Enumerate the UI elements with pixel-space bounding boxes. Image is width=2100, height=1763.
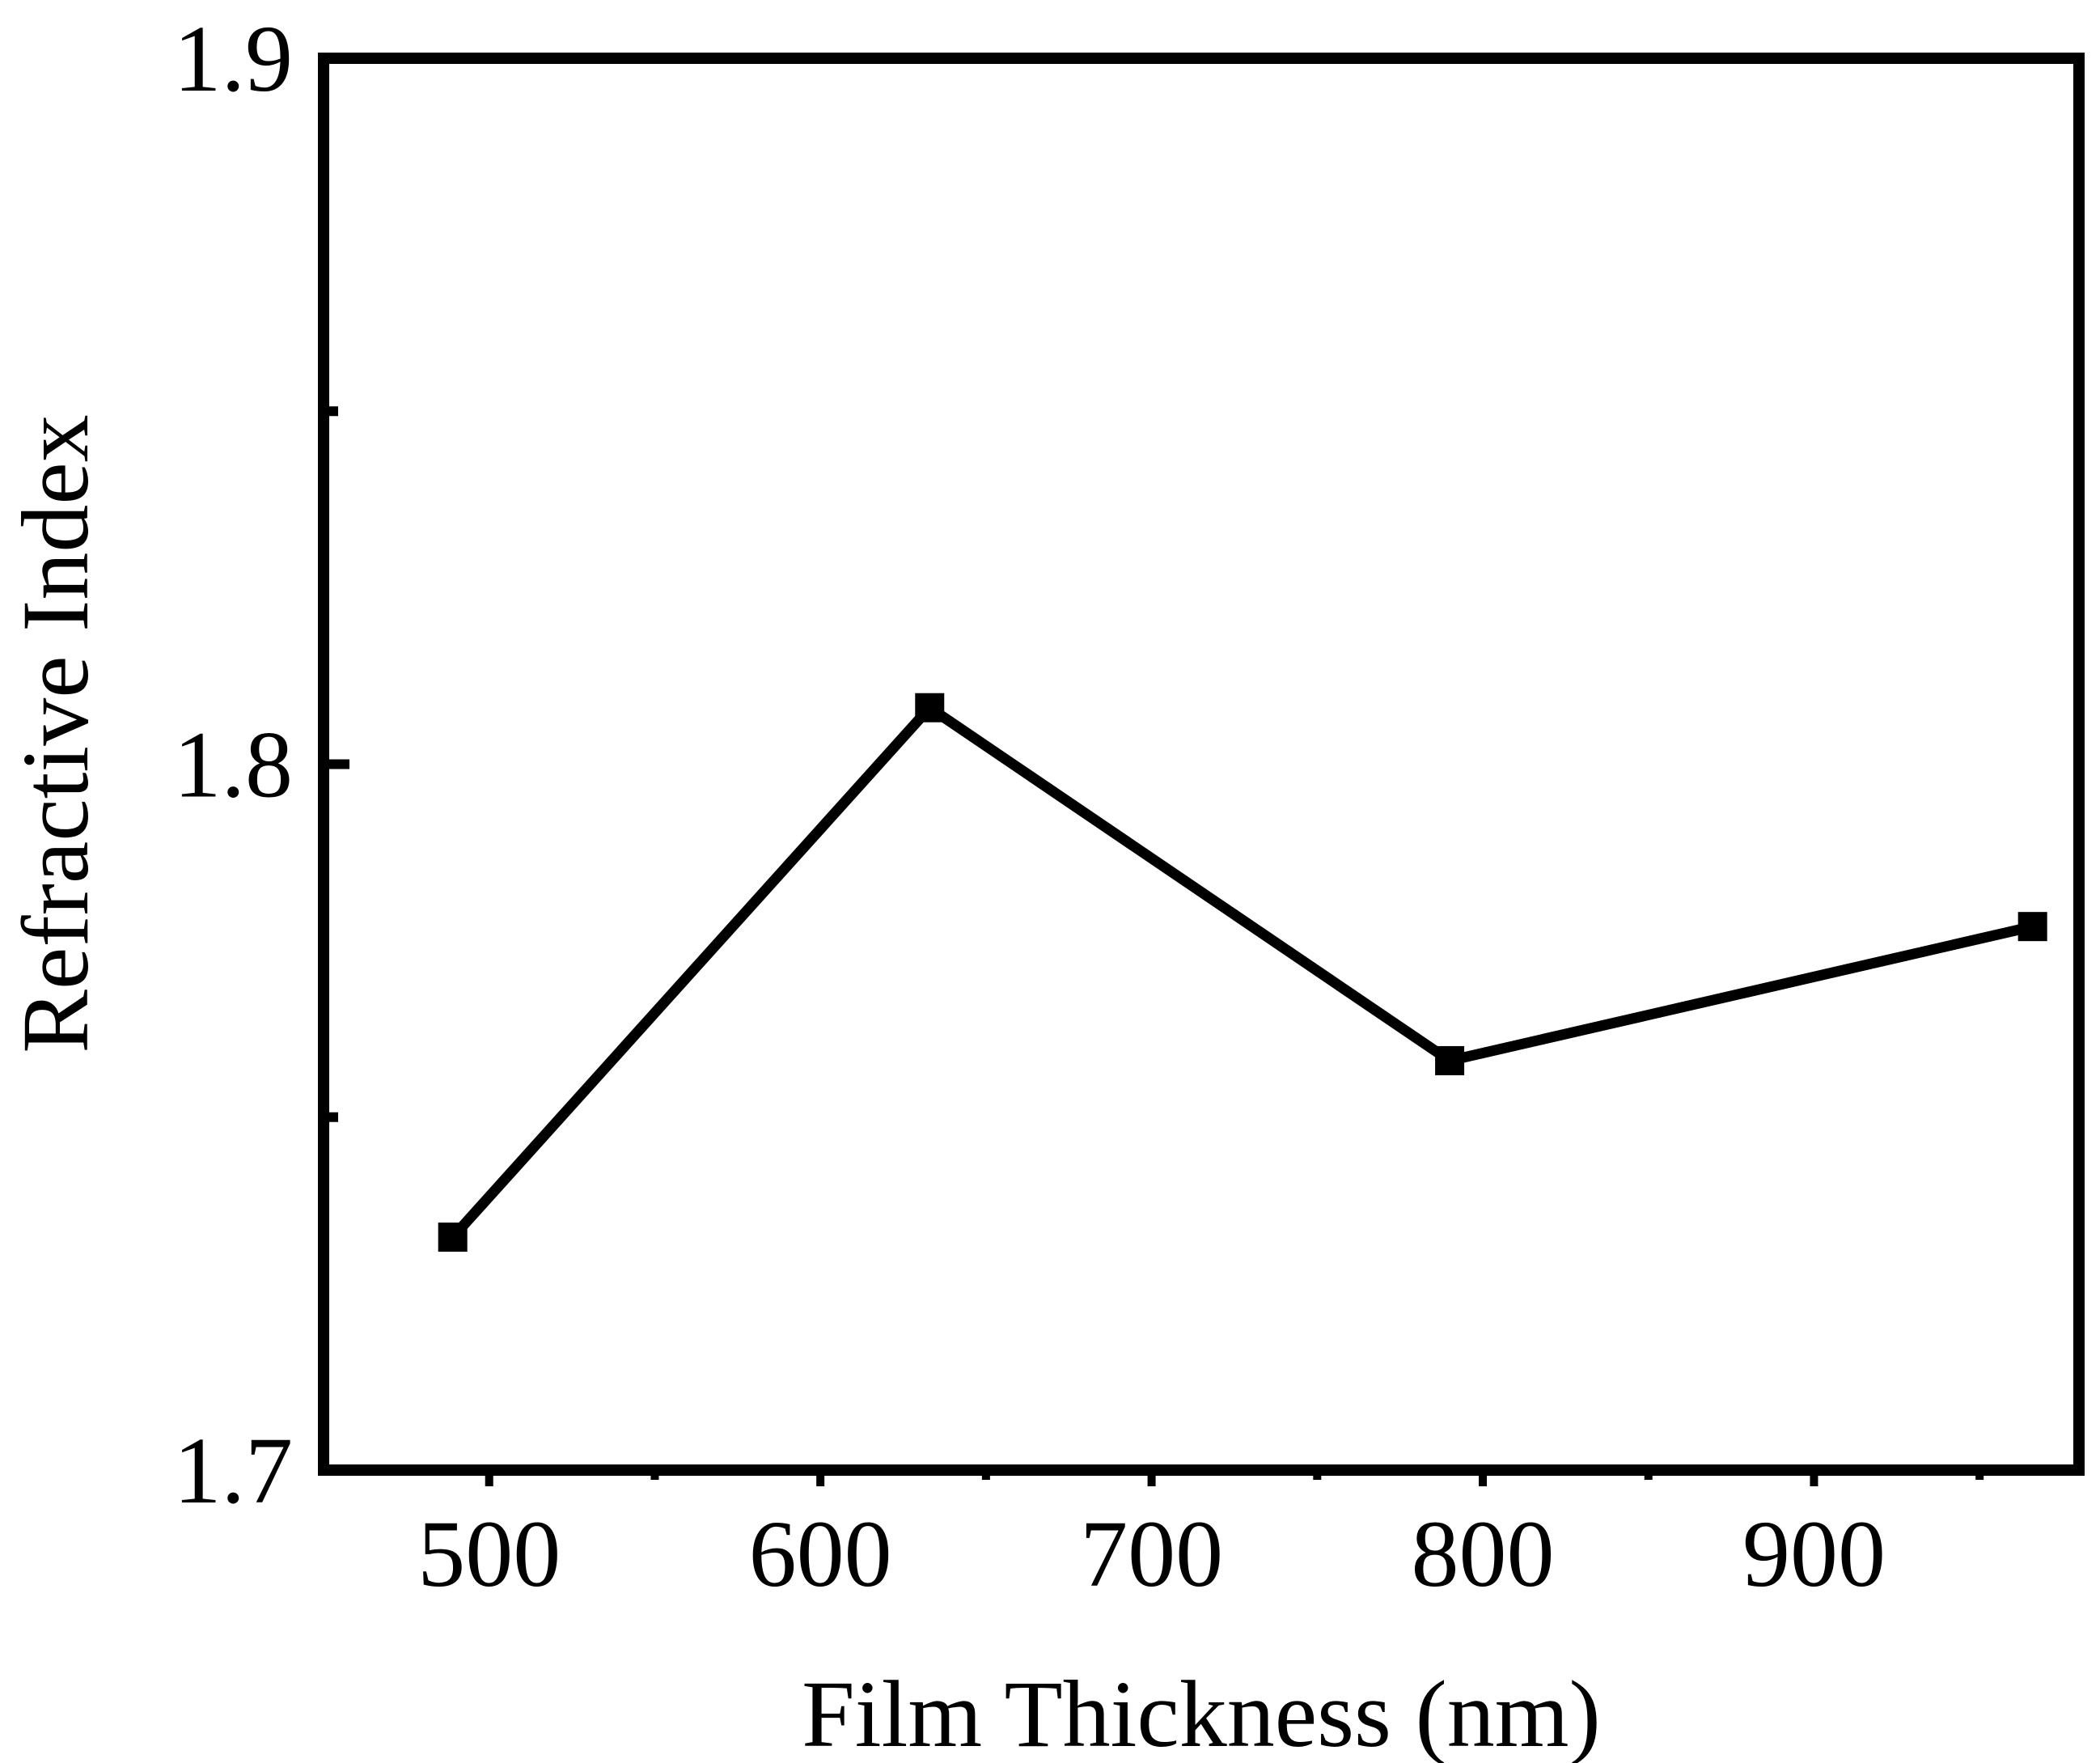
x-tick-label: 900	[1742, 1501, 1886, 1607]
y-tick-label: 1.7	[174, 1418, 294, 1524]
x-axis-title: Film Thickness (nm)	[802, 1661, 1601, 1763]
x-tick-label: 800	[1412, 1501, 1555, 1607]
tick-labels: 500 600 700 800 900 1.7 1.8 1.9	[174, 6, 1886, 1607]
y-tick-label: 1.9	[174, 6, 294, 112]
data-point-marker	[915, 693, 945, 723]
x-tick-label: 500	[417, 1501, 561, 1607]
x-tick-label: 600	[749, 1501, 892, 1607]
y-axis-title: Refractive Index	[2, 414, 108, 1053]
series-line-segment	[1448, 921, 2034, 1066]
series-line-segment	[926, 703, 1453, 1066]
plot-frame	[318, 53, 2085, 1476]
data-point-marker	[2017, 912, 2047, 942]
data-point-marker	[438, 1223, 468, 1252]
series-line-segment	[448, 704, 934, 1241]
series-line-group	[448, 703, 2034, 1241]
data-point-marker	[1435, 1045, 1465, 1075]
x-tick-label: 700	[1080, 1501, 1223, 1607]
y-tick-label: 1.8	[174, 712, 294, 818]
series-markers-group	[438, 693, 2047, 1252]
axis-ticks	[324, 53, 1984, 1486]
